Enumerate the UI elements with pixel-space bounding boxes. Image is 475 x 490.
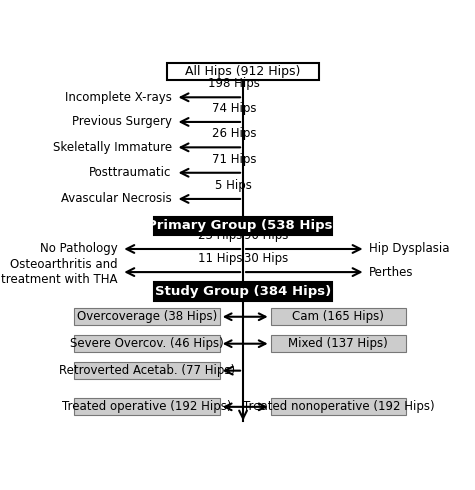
Text: All Hips (912 Hips): All Hips (912 Hips): [185, 65, 301, 78]
Text: No Pathology: No Pathology: [40, 243, 117, 255]
FancyBboxPatch shape: [74, 398, 220, 416]
Text: Treated nonoperative (192 Hips): Treated nonoperative (192 Hips): [243, 400, 434, 414]
Text: 11 Hips: 11 Hips: [198, 252, 242, 265]
Text: 30 Hips: 30 Hips: [244, 252, 288, 265]
Text: Previous Surgery: Previous Surgery: [72, 116, 172, 128]
FancyBboxPatch shape: [271, 335, 406, 352]
Text: Cam (165 Hips): Cam (165 Hips): [293, 310, 384, 323]
Text: Primary Group (538 Hips): Primary Group (538 Hips): [147, 220, 339, 232]
FancyBboxPatch shape: [74, 362, 220, 379]
Text: Severe Overcov. (46 Hips): Severe Overcov. (46 Hips): [70, 337, 224, 350]
FancyBboxPatch shape: [271, 398, 406, 416]
Text: 71 Hips: 71 Hips: [211, 153, 256, 166]
FancyBboxPatch shape: [74, 335, 220, 352]
Text: Osteoarthritis and
treatment with THA: Osteoarthritis and treatment with THA: [1, 258, 117, 286]
FancyBboxPatch shape: [154, 282, 332, 300]
Text: 23 Hips: 23 Hips: [198, 229, 242, 242]
Text: Retroverted Acetab. (77 Hips): Retroverted Acetab. (77 Hips): [59, 364, 235, 377]
Text: Mixed (137 Hips): Mixed (137 Hips): [288, 337, 388, 350]
FancyBboxPatch shape: [74, 308, 220, 325]
Text: 5 Hips: 5 Hips: [215, 179, 252, 192]
Text: Incomplete X-rays: Incomplete X-rays: [65, 91, 172, 104]
Text: Treated operative (192 Hips): Treated operative (192 Hips): [62, 400, 232, 414]
Text: Skeletally Immature: Skeletally Immature: [53, 141, 172, 154]
Text: Posttraumatic: Posttraumatic: [89, 166, 172, 179]
Text: 26 Hips: 26 Hips: [211, 127, 256, 141]
Text: Study Group (384 Hips): Study Group (384 Hips): [155, 285, 331, 298]
Text: 74 Hips: 74 Hips: [211, 102, 256, 115]
Text: Overcoverage (38 Hips): Overcoverage (38 Hips): [77, 310, 217, 323]
FancyBboxPatch shape: [154, 217, 332, 235]
Text: 90 Hips: 90 Hips: [244, 229, 288, 242]
Text: Avascular Necrosis: Avascular Necrosis: [61, 193, 172, 205]
Text: 198 Hips: 198 Hips: [208, 77, 260, 90]
Text: Perthes: Perthes: [370, 266, 414, 279]
FancyBboxPatch shape: [168, 63, 319, 80]
Text: Hip Dysplasia: Hip Dysplasia: [370, 243, 450, 255]
FancyBboxPatch shape: [271, 308, 406, 325]
